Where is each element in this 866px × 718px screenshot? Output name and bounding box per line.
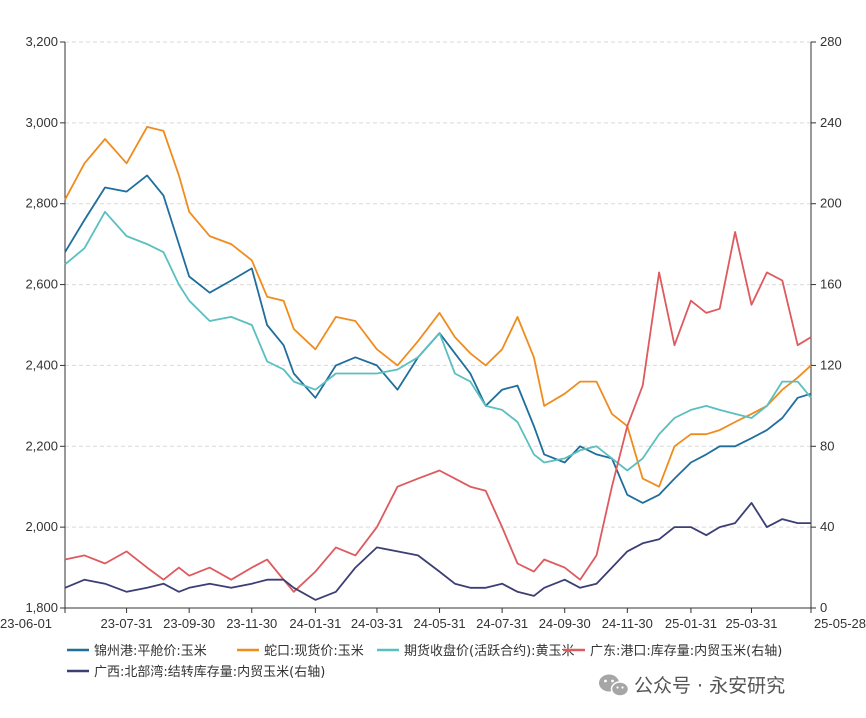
legend-label: 锦州港:平舱价:玉米: [94, 644, 207, 659]
right-axis-tick-label: 240: [820, 115, 842, 130]
axes: 1,800 2,000 2,200 2,400 2,600 2,800 3,000 3,200…: [0, 34, 866, 631]
right-axis-tick-label: 40: [820, 519, 834, 534]
left-axis-tick-label: 2,800: [25, 196, 58, 211]
x-axis-tick-label: 23-06-01: [0, 616, 52, 631]
legend-label: 广东:港口:库存量:内贸玉米(右轴): [590, 643, 782, 659]
legend-item[interactable]: 期货收盘价(活跃合约):黄玉米: [377, 643, 575, 659]
x-axis-tick-label: 24-05-31: [414, 616, 466, 631]
right-axis-tick-label: 80: [820, 438, 834, 453]
x-axis-tick-label: 24-07-31: [476, 616, 528, 631]
left-axis-tick-label: 3,000: [25, 115, 58, 130]
legend-item[interactable]: 锦州港:平舱价:玉米: [67, 644, 207, 659]
series-line-2: [64, 126, 812, 488]
series-line-1: [64, 174, 812, 504]
x-axis-tick-label: 25-03-31: [725, 616, 777, 631]
wechat-icon: [599, 674, 630, 697]
x-axis-tick-label: 24-11-30: [602, 616, 653, 631]
x-axis-tick-label: 23-09-30: [163, 616, 215, 631]
x-axis-tick-label: 24-03-31: [351, 616, 403, 631]
legend-item[interactable]: 广东:港口:库存量:内贸玉米(右轴): [563, 643, 782, 659]
left-axis-tick-label: 2,400: [25, 357, 58, 372]
watermark-text: 公众号 · 永安研究: [634, 675, 785, 697]
left-axis-tick-label: 1,800: [25, 600, 58, 615]
legend-label: 期货收盘价(活跃合约):黄玉米: [404, 643, 575, 659]
grid: [65, 41, 811, 528]
right-axis-tick-label: 0: [820, 600, 827, 615]
watermark: 公众号 · 永安研究: [599, 674, 785, 697]
legend-item[interactable]: 广西:北部湾:结转库存量:内贸玉米(右轴): [67, 664, 325, 680]
x-axis-tick-label: 23-07-31: [101, 616, 153, 631]
x-axis-tick-label: 25-05-28: [814, 616, 866, 631]
legend-item[interactable]: 蛇口:现货价:玉米: [237, 643, 364, 659]
x-axis-tick-label: 23-11-30: [226, 616, 277, 631]
x-axis-tick-label: 24-01-31: [289, 616, 341, 631]
series-line-5: [64, 501, 811, 601]
legend-label: 广西:北部湾:结转库存量:内贸玉米(右轴): [94, 664, 325, 680]
series-line-3: [64, 210, 812, 472]
legend: 锦州港:平舱价:玉米 蛇口:现货价:玉米 期货收盘价(活跃合约):黄玉米 广东:港口:…: [67, 643, 782, 680]
x-axis-tick-label: 24-09-30: [539, 616, 591, 631]
left-axis-tick-label: 2,000: [25, 519, 58, 534]
series-line-4: [64, 231, 812, 593]
right-axis-tick-label: 160: [820, 277, 842, 292]
series-group: [64, 126, 812, 601]
left-axis-tick-label: 3,200: [25, 34, 58, 49]
right-axis-tick-label: 280: [820, 34, 842, 49]
left-axis-tick-label: 2,200: [25, 438, 58, 453]
x-axis-tick-label: 25-01-31: [665, 616, 717, 631]
legend-label: 蛇口:现货价:玉米: [264, 643, 364, 659]
right-axis-tick-label: 120: [820, 357, 842, 372]
left-axis-tick-label: 2,600: [25, 277, 58, 292]
right-axis-tick-label: 200: [820, 196, 842, 211]
